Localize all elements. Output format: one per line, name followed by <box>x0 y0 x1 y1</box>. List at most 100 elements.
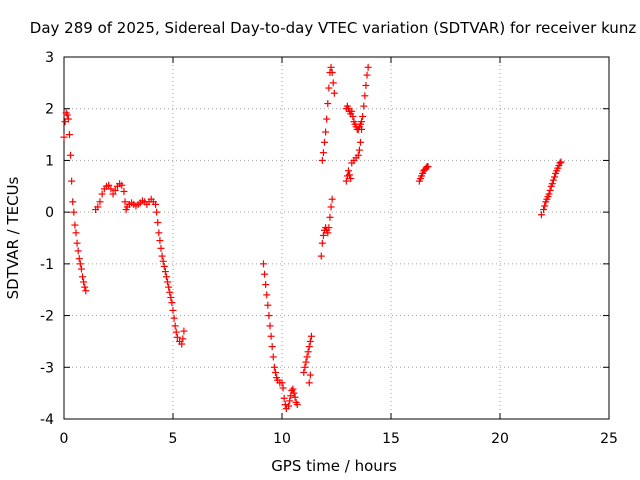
data-point <box>361 92 369 100</box>
data-point <box>154 218 162 226</box>
data-point <box>118 181 126 189</box>
data-point <box>67 151 75 159</box>
data-point <box>261 270 269 278</box>
data-point <box>326 213 334 221</box>
data-point <box>281 401 289 409</box>
data-point <box>81 283 89 291</box>
data-point <box>319 231 327 239</box>
data-point <box>324 229 332 237</box>
data-point <box>159 257 167 265</box>
data-point <box>364 63 372 71</box>
data-point <box>356 138 364 146</box>
data-point <box>324 100 332 108</box>
data-point <box>120 187 128 195</box>
data-point <box>306 371 314 379</box>
y-axis-ticks: -4 -3 -2 -1 0 1 2 3 <box>40 50 609 428</box>
data-point <box>172 328 180 336</box>
data-point <box>180 327 188 335</box>
data-point <box>330 89 338 97</box>
chart-title: Day 289 of 2025, Sidereal Day-to-day VTE… <box>30 19 637 37</box>
data-point <box>82 287 90 295</box>
data-point <box>64 115 72 123</box>
data-point <box>164 278 172 286</box>
data-point <box>171 322 179 330</box>
data-point <box>168 299 176 307</box>
data-point <box>306 337 314 345</box>
data-point <box>329 79 337 87</box>
y-tick-label: -1 <box>40 257 54 273</box>
data-point <box>363 71 371 79</box>
data-point <box>328 195 336 203</box>
x-tick-label: 10 <box>273 431 291 447</box>
data-point <box>73 239 81 247</box>
data-point <box>98 190 106 198</box>
data-point <box>325 84 333 92</box>
data-point <box>179 335 187 343</box>
data-point <box>155 229 163 237</box>
data-point <box>293 401 301 409</box>
data-point <box>328 69 336 77</box>
data-point <box>158 252 166 260</box>
y-tick-label: 2 <box>45 102 54 118</box>
data-point <box>105 181 113 189</box>
y-tick-label: 1 <box>45 153 54 169</box>
data-point <box>290 389 298 397</box>
data-point <box>270 363 278 371</box>
data-point <box>548 180 556 188</box>
x-tick-label: 15 <box>382 431 400 447</box>
data-point <box>60 133 68 141</box>
y-tick-label: 3 <box>45 50 54 66</box>
data-point <box>69 198 77 206</box>
data-point <box>546 186 554 194</box>
data-point <box>327 63 335 71</box>
data-point <box>301 363 309 371</box>
data-point <box>318 239 326 247</box>
data-point <box>342 177 350 185</box>
data-point <box>268 343 276 351</box>
data-point <box>63 111 71 119</box>
data-point <box>264 301 272 309</box>
data-point <box>71 221 79 229</box>
data-point <box>556 159 564 167</box>
data-point <box>321 138 329 146</box>
data-point <box>358 125 366 133</box>
data-point <box>160 262 168 270</box>
data-point <box>75 255 83 263</box>
y-tick-label: 0 <box>45 205 54 221</box>
data-point <box>152 200 160 208</box>
x-axis-label: GPS time / hours <box>271 457 397 475</box>
data-point <box>354 151 362 159</box>
data-point <box>348 107 356 115</box>
x-tick-label: 5 <box>169 431 178 447</box>
data-point <box>344 167 352 175</box>
data-point <box>167 293 175 301</box>
data-point <box>80 278 88 286</box>
data-point <box>537 211 545 219</box>
data-point <box>279 384 287 392</box>
data-point <box>178 340 186 348</box>
data-point <box>262 281 270 289</box>
data-point <box>346 171 354 179</box>
data-point <box>303 353 311 361</box>
data-point <box>322 128 330 136</box>
data-point <box>169 306 177 314</box>
data-point <box>307 332 315 340</box>
data-point <box>121 198 129 206</box>
data-point <box>424 163 432 171</box>
x-axis-ticks: 0 5 10 15 20 25 <box>60 57 618 447</box>
data-point <box>153 208 161 216</box>
data-point <box>362 81 370 89</box>
data-point <box>165 283 173 291</box>
data-point <box>305 379 313 387</box>
data-point <box>269 353 277 361</box>
data-point <box>305 343 313 351</box>
data-point <box>74 247 82 255</box>
data-point <box>77 265 85 273</box>
y-tick-label: -3 <box>40 360 54 376</box>
y-tick-label: -4 <box>40 412 54 428</box>
data-point <box>170 314 178 322</box>
data-point <box>280 394 288 402</box>
data-point <box>540 206 548 214</box>
data-point <box>266 322 274 330</box>
data-point <box>65 131 73 139</box>
